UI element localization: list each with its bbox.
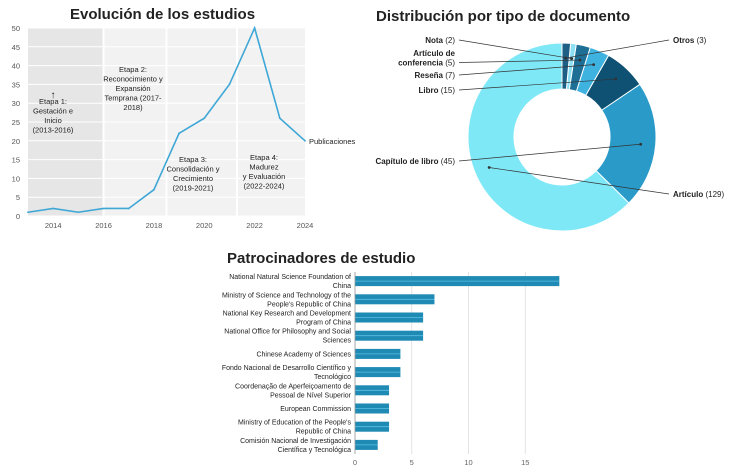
line-chart: 0 5 10 15 20 25 30 35 40 45 50 2014 2016 2018 2020 2022…: [12, 24, 356, 230]
bar-chart-title: Patrocinadores de estudio: [227, 250, 416, 267]
slice-leader-line: [458, 143, 641, 162]
category-label: Fondo Nacional de Desarrollo Científico …: [222, 365, 352, 381]
category-label: National Office for Philosophy and Socia…: [224, 329, 351, 345]
donut-slice: [561, 42, 572, 90]
y-tick-label: 45: [12, 43, 20, 52]
x-tick-label: 2022: [246, 221, 263, 230]
category-label: Coordenação de Aperfeiçoamento de Pessoal…: [235, 383, 352, 399]
slice-leader-dot: [592, 63, 596, 67]
slice-label: Artículo de conferencia (5): [398, 49, 455, 68]
data-point: [127, 207, 130, 210]
slice-leader-dot: [487, 166, 491, 169]
y-tick-label: 30: [12, 99, 20, 108]
slice-leader-dot: [614, 77, 618, 81]
stage-label: Etapa 4: Madurez y Evaluación (2022-2024): [243, 153, 286, 191]
y-tick-label: 5: [16, 193, 20, 202]
slice-leader-dot: [564, 56, 568, 60]
x-tick-label: 2016: [95, 221, 112, 230]
x-tick-label: 15: [521, 458, 529, 467]
series-line-publicaciones: [27, 25, 306, 214]
slice-leader-line: [458, 59, 580, 63]
stage-label: Etapa 2: Reconocimiento y Expansión Tempran…: [103, 65, 163, 112]
series-label: Publicaciones: [309, 137, 356, 146]
x-tick-label: 2020: [196, 221, 213, 230]
slice-leader-line: [489, 167, 670, 195]
category-label: National Natural Science Foundation of Ch…: [229, 274, 351, 290]
stage-label: Etapa 1: Gestación e Inicio (2013-2016): [33, 97, 74, 135]
slice-label: Artículo (129): [673, 190, 724, 199]
data-point: [203, 117, 206, 120]
data-point: [178, 132, 180, 135]
donut-slice: [467, 42, 630, 232]
data-point: [102, 207, 105, 210]
y-tick-label: 40: [12, 62, 20, 71]
line-chart-title: Evolución de los estudios: [70, 6, 256, 23]
category-label: National Key Research and Development Pro…: [223, 311, 352, 327]
category-label: Comisión Nacional de Investigación Cientí…: [240, 438, 351, 454]
slice-label: Nota (2): [425, 36, 455, 45]
category-label: Ministry of Education of the People's Rep…: [238, 420, 352, 436]
x-tick-label: 2018: [146, 221, 163, 230]
slice-leader-dot: [578, 58, 582, 62]
slice-leader-dot: [639, 142, 643, 146]
slice-label: Reseña (7): [415, 71, 456, 80]
stage-arrow: ↑: [51, 90, 56, 101]
donut-chart-title: Distribución por tipo de documento: [376, 8, 631, 25]
x-tick-label: 0: [353, 458, 357, 467]
y-tick-label: 25: [12, 118, 20, 127]
y-tick-label: 10: [12, 174, 20, 183]
slice-label: Otros (3): [673, 36, 707, 45]
slice-leader-line: [458, 78, 616, 91]
y-tick-label: 15: [12, 156, 20, 165]
x-tick-label: 2014: [45, 221, 62, 230]
slice-leader-dot: [570, 57, 574, 60]
data-point: [52, 207, 55, 210]
data-point: [228, 83, 231, 86]
category-label: Ministry of Science and Technology of th…: [222, 292, 351, 308]
category-label: European Commission: [280, 406, 351, 413]
data-point: [153, 188, 155, 191]
y-tick-label: 50: [12, 24, 20, 33]
x-tick-label: 5: [410, 458, 414, 467]
stage-label: Etapa 3: Consolidación y Crecimiento (2019-…: [167, 155, 220, 193]
y-tick-label: 0: [16, 212, 20, 221]
data-point: [77, 211, 80, 214]
slice-leader-line: [565, 39, 670, 59]
y-tick-label: 35: [12, 80, 20, 89]
data-point: [27, 211, 29, 214]
bar-chart: 0 5 10 15 National Natural Science Foundatio…: [222, 272, 560, 467]
data-point: [304, 139, 306, 142]
y-tick-label: 20: [12, 137, 20, 146]
slice-label: Capítulo de libro (45): [375, 157, 455, 166]
data-point: [278, 117, 281, 120]
x-tick-label: 10: [464, 458, 472, 467]
donut-chart: Artículo (129) Capítulo de libro (45) Libr…: [375, 36, 724, 232]
slice-leader-line: [458, 39, 572, 59]
category-label: Chinese Academy of Sciences: [256, 351, 351, 358]
data-point: [253, 27, 256, 29]
slice-leader-line: [458, 64, 594, 76]
x-tick-label: 2024: [297, 221, 314, 230]
slice-label: Libro (15): [419, 86, 456, 95]
